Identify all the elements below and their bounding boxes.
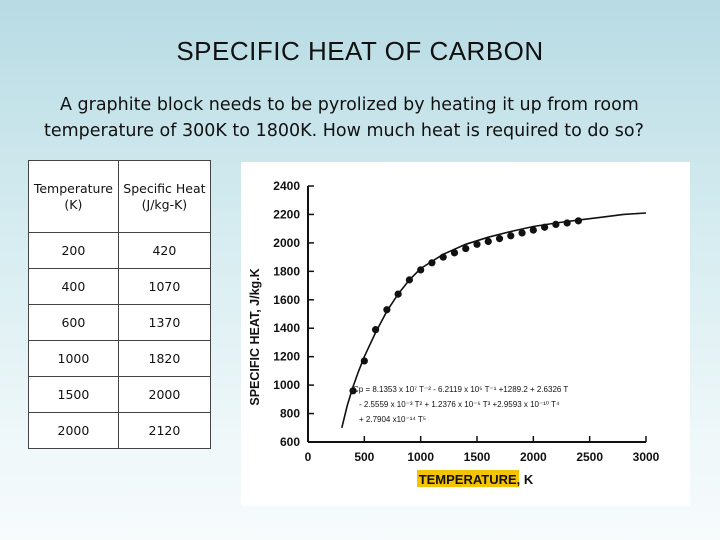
x-tick-label: 2500: [576, 450, 603, 464]
y-tick-label: 600: [280, 435, 300, 449]
table-cell-temperature: 600: [28, 304, 119, 341]
chart-panel: 600 800 1000 1200 1400 1600 1800 2000 2200 2400 0 5…: [241, 162, 690, 506]
table-row: 1000 1820: [28, 340, 212, 377]
data-point: [360, 357, 368, 365]
y-tick-label: 2200: [273, 207, 300, 221]
table-cell-temperature: 1000: [28, 340, 119, 377]
data-point: [563, 219, 571, 227]
x-tick-label: 3000: [633, 450, 660, 464]
equation-line-2: - 2.5559 x 10⁻³ T² + 1.2376 x 10⁻⁶ T³ +2…: [359, 400, 560, 409]
data-point: [552, 220, 560, 228]
equation-line-3: + 2.7904 x10⁻¹⁴ T⁵: [359, 415, 426, 424]
table-cell-specific-heat: 420: [117, 232, 212, 269]
table-cell-specific-heat: 1820: [117, 340, 212, 377]
table-header-specific-heat: Specific Heat (J/kg-K): [117, 160, 212, 233]
table-cell-specific-heat: 2000: [117, 376, 212, 413]
data-point: [518, 229, 526, 237]
y-axis-title: SPECIFIC HEAT, J/kg.K: [248, 268, 262, 405]
table-cell-temperature: 1500: [28, 376, 119, 413]
data-point: [473, 240, 481, 248]
x-axis-title: TEMPERATURE, K: [419, 472, 534, 487]
table-row: 200 420: [28, 232, 212, 269]
table-header-temperature: Temperature (K): [28, 160, 119, 233]
data-point: [349, 387, 357, 395]
table-cell-temperature: 200: [28, 232, 119, 269]
fit-curve: [341, 212, 647, 428]
table-cell-specific-heat: 1070: [117, 268, 212, 305]
question-line-1: A graphite block needs to be pyrolized b…: [60, 95, 639, 115]
data-point: [417, 266, 425, 274]
y-tick-label: 1600: [273, 293, 300, 307]
table-cell-specific-heat: 2120: [117, 412, 212, 449]
data-point: [383, 306, 391, 314]
specific-heat-chart: 600 800 1000 1200 1400 1600 1800 2000 2200 2400 0 5…: [248, 179, 660, 487]
y-tick-label: 1200: [273, 350, 300, 364]
table-header-row: Temperature (K) Specific Heat (J/kg-K): [28, 160, 212, 233]
data-point: [574, 217, 582, 225]
y-tick-label: 2000: [273, 236, 300, 250]
x-tick-label: 2000: [520, 450, 547, 464]
table-row: 2000 2120: [28, 412, 212, 449]
data-point: [405, 276, 413, 284]
question-text: A graphite block needs to be pyrolized b…: [44, 92, 684, 144]
y-tick-label: 2400: [273, 179, 300, 193]
xlabel-highlight: [417, 470, 519, 487]
x-tick-label: 1000: [407, 450, 434, 464]
data-point: [450, 249, 459, 257]
table-cell-specific-heat: 1370: [117, 304, 212, 341]
table-row: 400 1070: [28, 268, 212, 305]
y-tick-label: 1800: [273, 264, 300, 278]
data-point: [529, 226, 537, 234]
data-point: [428, 259, 436, 267]
specific-heat-table: Temperature (K) Specific Heat (J/kg-K) 2…: [28, 160, 212, 449]
data-point: [507, 232, 515, 240]
slide-title: SPECIFIC HEAT OF CARBON: [176, 36, 544, 66]
y-tick-label: 1000: [273, 378, 300, 392]
equation-line-1: Cp = 8.1353 x 10⁷ T⁻² - 6.2119 x 10⁵ T⁻¹…: [353, 385, 568, 394]
data-point: [495, 235, 504, 243]
table-cell-temperature: 2000: [28, 412, 119, 449]
table-row: 600 1370: [28, 304, 212, 341]
data-point: [394, 290, 402, 298]
data-point: [484, 237, 492, 246]
data-point: [439, 253, 447, 261]
plot-area: 600 800 1000 1200 1400 1600 1800 2000 2200 2400 0 5…: [273, 179, 659, 464]
table-row: 1500 2000: [28, 376, 212, 413]
y-tick-label: 1400: [273, 321, 300, 335]
x-tick-label: 0: [305, 450, 312, 464]
x-tick-label: 1500: [464, 450, 491, 464]
x-tick-label: 500: [354, 450, 374, 464]
table-cell-temperature: 400: [28, 268, 119, 305]
y-tick-label: 800: [280, 407, 300, 421]
data-point: [462, 244, 470, 253]
data-point: [541, 223, 549, 231]
data-point: [372, 326, 380, 334]
question-line-2: temperature of 300K to 1800K. How much h…: [44, 121, 644, 141]
